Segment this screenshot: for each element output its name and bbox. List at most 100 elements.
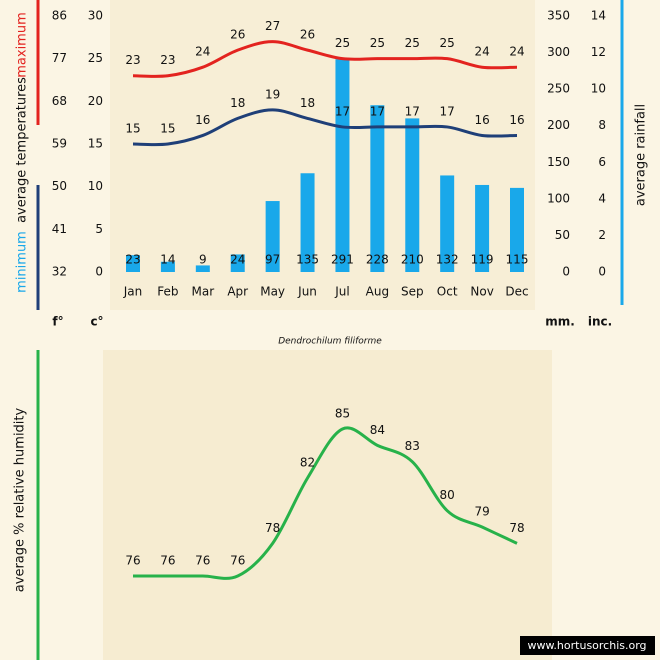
data-label: 23 <box>125 53 140 67</box>
bar <box>160 261 175 272</box>
x-tick-label: Jan <box>123 285 143 299</box>
y3ticks-label: 68 <box>52 94 67 108</box>
data-label: 76 <box>160 554 175 568</box>
yticks-label: 25 <box>88 51 103 65</box>
x-tick-label: Sep <box>401 285 424 299</box>
data-label: 24 <box>474 45 489 59</box>
data-label: 78 <box>509 521 524 535</box>
data-label: 17 <box>440 104 455 118</box>
y2-unit: mm. <box>545 315 575 329</box>
y3ticks-label: 77 <box>52 51 67 65</box>
x-tick-label: Mar <box>191 285 214 299</box>
y2ticks-label: 100 <box>547 191 570 205</box>
data-label: 17 <box>335 104 350 118</box>
bar-label: 119 <box>471 253 494 267</box>
data-label: 80 <box>440 488 455 502</box>
data-label: 23 <box>160 53 175 67</box>
y2ticks-label: 0 <box>562 265 570 279</box>
data-label: 24 <box>195 45 210 59</box>
bar <box>126 255 140 272</box>
min-label: minimum <box>15 231 30 293</box>
yticks-label: 10 <box>88 179 103 193</box>
bar-label: 115 <box>506 253 529 267</box>
data-label: 19 <box>265 87 280 101</box>
y4ticks-label: 12 <box>591 45 606 59</box>
y4-unit: inc. <box>588 315 612 329</box>
line <box>133 426 518 580</box>
y2ticks-label: 150 <box>547 155 570 169</box>
bar <box>300 173 315 272</box>
line <box>132 40 518 78</box>
x-tick-label: May <box>260 285 285 299</box>
y2ticks-label: 50 <box>555 228 570 242</box>
data-label: 83 <box>405 439 420 453</box>
bar <box>370 105 385 272</box>
data-label: 16 <box>195 113 210 127</box>
watermark: www.hortusorchis.org <box>527 639 646 652</box>
subtitle: Dendrochilum filiforme <box>278 337 382 347</box>
data-label: 78 <box>265 521 280 535</box>
x-tick-label: Aug <box>366 285 389 299</box>
humidity-background <box>103 350 552 660</box>
yticks-label: 20 <box>88 94 103 108</box>
data-label: 82 <box>300 456 315 470</box>
data-label: 76 <box>125 554 140 568</box>
data-label: 85 <box>335 407 350 421</box>
y4ticks-label: 2 <box>598 228 606 242</box>
y4ticks-label: 4 <box>598 191 606 205</box>
data-label: 26 <box>230 28 245 42</box>
y-label: average temperatures <box>15 77 30 223</box>
bar <box>440 175 455 272</box>
bar-label: 24 <box>230 253 245 267</box>
yticks-label: 15 <box>88 137 103 151</box>
bar <box>195 265 210 272</box>
data-label: 15 <box>160 122 175 136</box>
bar-label: 291 <box>331 253 354 267</box>
bar <box>405 118 420 273</box>
bar-label: 210 <box>401 253 424 267</box>
y3-unit: f° <box>52 315 63 329</box>
y4ticks-label: 8 <box>598 118 606 132</box>
y3ticks-label: 50 <box>52 179 67 193</box>
watermark-box <box>520 636 655 655</box>
yticks-label: 0 <box>95 265 103 279</box>
max-label: maximum <box>15 12 30 78</box>
x-tick-label: Dec <box>505 285 528 299</box>
y3ticks-label: 32 <box>52 265 67 279</box>
y2ticks-label: 300 <box>547 45 570 59</box>
x-tick-label: Jun <box>297 285 317 299</box>
bar <box>335 59 350 273</box>
x-tick-label: Oct <box>437 285 458 299</box>
data-label: 17 <box>405 104 420 118</box>
data-label: 24 <box>509 45 524 59</box>
data-label: 25 <box>370 36 385 50</box>
x-tick-label: Feb <box>157 285 178 299</box>
data-label: 15 <box>125 122 140 136</box>
x-tick-label: Jul <box>334 285 349 299</box>
data-label: 17 <box>370 104 385 118</box>
data-label: 25 <box>335 36 350 50</box>
bar-label: 132 <box>436 253 459 267</box>
line <box>132 108 518 147</box>
bar-label: 23 <box>125 253 140 267</box>
y2ticks-label: 250 <box>547 82 570 96</box>
y4ticks-label: 0 <box>598 265 606 279</box>
y4ticks-label: 6 <box>598 155 606 169</box>
plot-background <box>110 0 535 310</box>
bar-label: 97 <box>265 253 280 267</box>
humidity-label: average % relative humidity <box>13 407 28 592</box>
data-label: 26 <box>300 28 315 42</box>
y3ticks-label: 86 <box>52 9 67 23</box>
yticks-label: 5 <box>95 222 103 236</box>
bar <box>230 254 245 272</box>
bar-label: 9 <box>199 253 207 267</box>
x-tick-label: Nov <box>470 285 493 299</box>
data-label: 16 <box>509 113 524 127</box>
y4ticks-label: 10 <box>591 82 606 96</box>
bar-label: 135 <box>296 253 319 267</box>
y4ticks-label: 14 <box>591 9 606 23</box>
data-label: 84 <box>370 423 385 437</box>
y3ticks-label: 41 <box>52 222 67 236</box>
data-label: 25 <box>405 36 420 50</box>
